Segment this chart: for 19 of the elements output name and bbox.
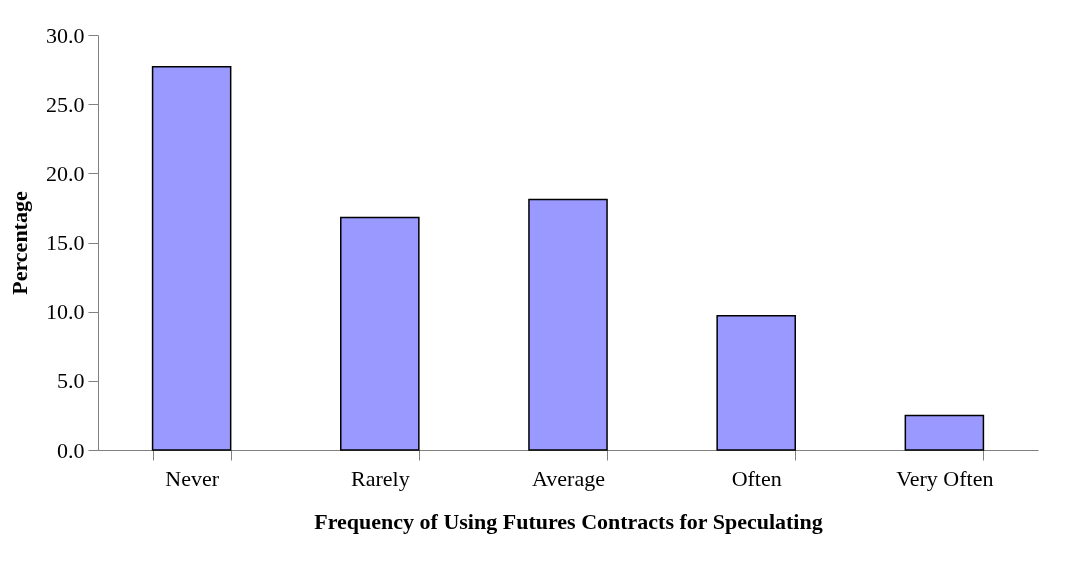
bar bbox=[528, 198, 608, 451]
bar bbox=[340, 216, 420, 451]
y-tick-label: 10.0 bbox=[46, 299, 85, 325]
y-tick-label: 20.0 bbox=[46, 160, 85, 186]
y-tick-label: 30.0 bbox=[46, 22, 85, 48]
x-axis-title: Frequency of Using Futures Contracts for Speculating bbox=[314, 508, 823, 534]
y-axis-title: Percentage bbox=[7, 191, 32, 295]
bar bbox=[151, 66, 232, 451]
y-tick-label: 25.0 bbox=[46, 91, 85, 117]
x-tick-label: Often bbox=[731, 465, 782, 491]
x-tick-label: Rarely bbox=[350, 465, 410, 491]
y-tick-label: 15.0 bbox=[46, 230, 85, 255]
y-tick-label: 5.0 bbox=[57, 368, 85, 394]
y-tick-label: 0.0 bbox=[57, 437, 85, 463]
x-tick-label: Very Often bbox=[896, 465, 994, 491]
x-tick-label: Never bbox=[165, 465, 220, 491]
bar bbox=[904, 414, 985, 451]
x-tick-label: Average bbox=[532, 465, 605, 491]
bar bbox=[716, 315, 796, 451]
